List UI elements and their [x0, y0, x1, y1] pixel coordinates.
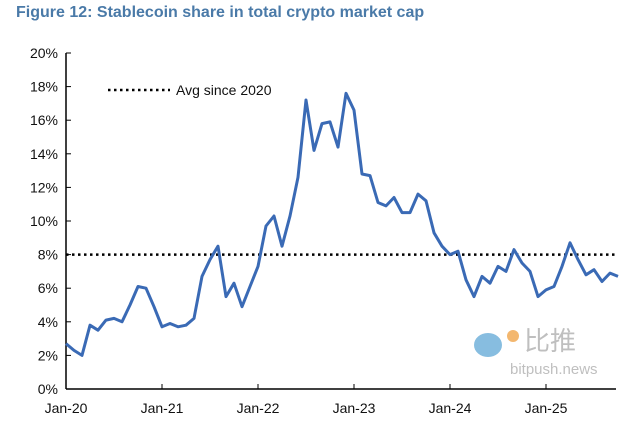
watermark-cn: 比推 [524, 326, 576, 356]
y-tick-label: 12% [30, 179, 58, 195]
series-line [65, 91, 619, 357]
y-tick-label: 14% [30, 146, 58, 162]
y-tick-label: 20% [30, 45, 58, 61]
y-tick-label: 16% [30, 112, 58, 128]
y-tick-label: 4% [38, 314, 58, 330]
chart-title: Figure 12: Stablecoin share in total cry… [16, 4, 425, 21]
watermark-logo: 比推 bitpush.news [474, 326, 598, 378]
x-tick-label: Jan-23 [333, 400, 376, 416]
x-tick-label: Jan-20 [45, 400, 88, 416]
y-tick-label: 8% [38, 247, 58, 263]
watermark-en: bitpush.news [510, 361, 598, 378]
x-tick-label: Jan-24 [429, 400, 472, 416]
bitcoin-icon [507, 330, 519, 342]
y-tick-label: 0% [38, 381, 58, 397]
y-tick-label: 10% [30, 213, 58, 229]
bird-icon [474, 333, 502, 357]
x-tick-label: Jan-21 [141, 400, 184, 416]
marks [65, 91, 619, 357]
y-tick-label: 2% [38, 347, 58, 363]
axes: 0% 2% 4% 6% 8% 10% 12% 14% 16% 18% 20% Jan-20 Jan-21… [30, 45, 616, 416]
legend-avg-label: Avg since 2020 [176, 82, 272, 98]
y-tick-label: 6% [38, 280, 58, 296]
x-tick-label: Jan-22 [237, 400, 280, 416]
y-tick-label: 18% [30, 79, 58, 95]
x-tick-label: Jan-25 [525, 400, 568, 416]
